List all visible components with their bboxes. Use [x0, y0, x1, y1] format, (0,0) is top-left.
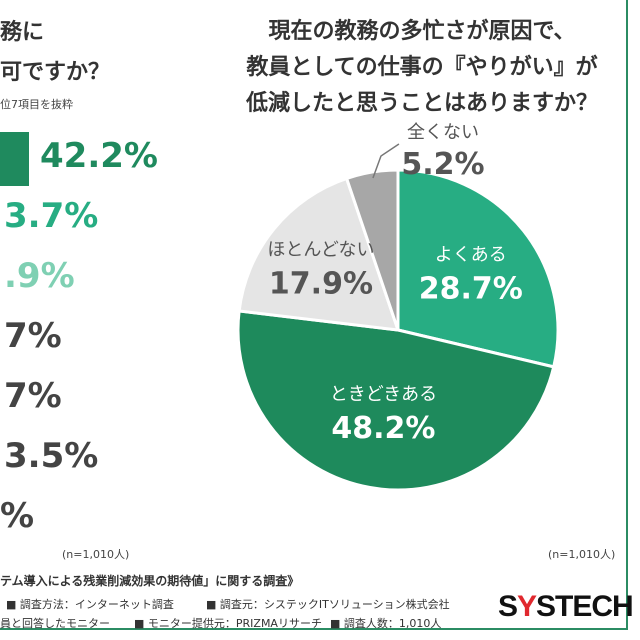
pie-value-0: 28.7%	[419, 271, 523, 306]
pie-slice-yoku-aru	[396, 168, 560, 369]
pie-label-3: 全くない	[407, 122, 479, 143]
left-value-7: %	[0, 496, 35, 536]
pie-value-2: 17.9%	[269, 266, 373, 301]
left-note: 位7項目を抜粋	[0, 98, 73, 111]
pie-label-2: ほとんどない	[267, 239, 374, 260]
survey-method: ■ 調査方法：インターネット調査	[6, 598, 174, 611]
survey-count: ■ 調査人数：1,010人	[330, 617, 442, 630]
pie-slice-tokidoki-aru	[236, 309, 556, 492]
pie-value-3: 5.2%	[401, 147, 484, 182]
pie-value-1: 48.2%	[331, 411, 435, 446]
left-value-1: 42.2%	[40, 136, 158, 176]
survey-source: ■ 調査元：システックITソリューション株式会社	[206, 598, 450, 611]
right-title-line-3: 低減したと思うことはありますか？	[245, 91, 598, 116]
right-title-line-1: 現在の教務の多忙さが原因で、	[268, 19, 576, 44]
survey-respondents: 員と回答したモニター	[0, 617, 110, 630]
left-value-3: .9%	[4, 256, 75, 296]
pie-slice-mattaku-nai	[344, 168, 400, 331]
left-value-5: 7%	[4, 376, 62, 416]
left-value-2: 3.7%	[4, 196, 99, 236]
pie-leader-line	[372, 143, 400, 179]
monitor-provider: ■ モニター提供元：PRIZMAリサーチ	[134, 617, 322, 630]
right-n-label: (n=1,010人)	[548, 548, 616, 561]
left-title-line-1: 務に	[0, 20, 45, 45]
pie-label-0: よくある	[435, 244, 507, 265]
left-n-label: (n=1,010人)	[62, 548, 130, 561]
survey-title: テム導入による残業削減効果の期待値」に関する調査》	[0, 574, 300, 588]
right-title-line-2: 教員としての仕事の『やりがい』が	[246, 55, 598, 80]
left-title-line-2: 可ですか？	[0, 60, 111, 85]
left-value-6: 3.5%	[4, 436, 99, 476]
card-border	[0, 0, 628, 630]
systech-logo: SYSTECH	[498, 590, 634, 623]
left-value-4: 7%	[4, 316, 62, 356]
left-bar	[0, 132, 29, 186]
pie-label-1: ときどきある	[330, 384, 437, 405]
